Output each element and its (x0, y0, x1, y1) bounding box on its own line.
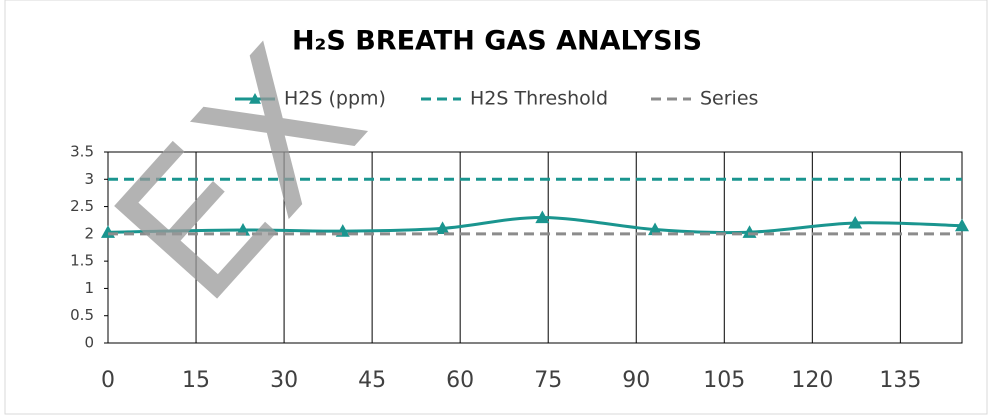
y-tick-label: 1.5 (70, 252, 94, 270)
x-tick-label: 105 (703, 368, 745, 393)
x-tick-label: 90 (622, 368, 650, 393)
data-point (435, 221, 450, 234)
y-tick-label: 3.5 (70, 143, 94, 161)
data-point (955, 218, 969, 232)
plot-frame (107, 151, 963, 344)
x-tick-label: 120 (791, 368, 833, 393)
x-tick-label: 45 (358, 368, 386, 393)
y-tick-label: 2 (84, 224, 94, 242)
data-point (648, 222, 663, 236)
chart-title: H₂S BREATH GAS ANALYSIS (292, 26, 702, 57)
x-tick-label: 60 (446, 368, 474, 393)
legend-label: H2S (ppm) (284, 88, 386, 110)
legend-label: Series (700, 88, 758, 110)
chart-border (4, 0, 988, 415)
y-tick-label: 2.5 (70, 197, 94, 215)
y-tick-label: 1 (84, 279, 94, 297)
legend-label: H2S Threshold (470, 88, 608, 110)
legend-marker (249, 93, 261, 104)
y-tick-label: 0 (84, 334, 94, 352)
data-point (848, 215, 863, 229)
y-tick-label: 3 (84, 170, 94, 188)
x-tick-label: 75 (534, 368, 562, 393)
x-tick-label: 0 (101, 368, 115, 393)
data-point (535, 210, 550, 224)
x-tick-label: 15 (182, 368, 210, 393)
y-tick-label: 0.5 (70, 306, 94, 324)
x-tick-label: 135 (879, 368, 921, 393)
x-tick-label: 30 (270, 368, 298, 393)
